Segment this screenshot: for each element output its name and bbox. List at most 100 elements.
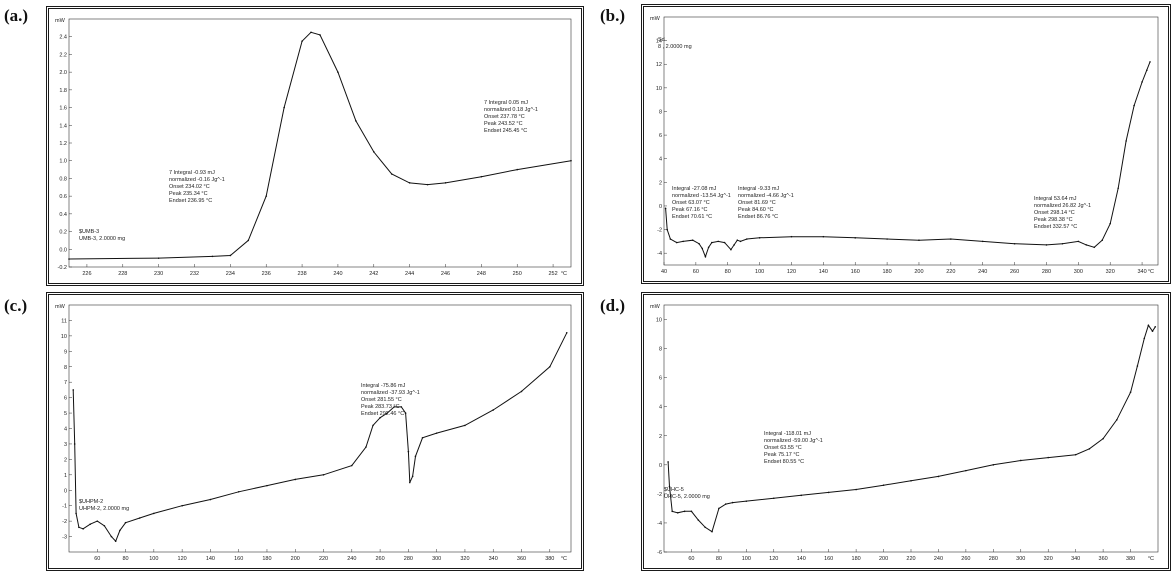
y-tick-label: 1	[64, 473, 67, 479]
annotation-line: 7 Integral 0.05 mJ	[484, 100, 528, 106]
y-tick-label: 2.2	[59, 52, 67, 58]
panel-d: mW -6 -4 -2 0 2 4 6 8 10 60 80 100 120 140 160 180 200 220…	[641, 292, 1171, 571]
data-point	[918, 239, 920, 241]
data-point	[965, 469, 967, 472]
x-unit-label: °C	[1148, 269, 1154, 275]
y-tick-label: 11	[61, 318, 67, 324]
data-point	[855, 488, 857, 491]
data-point	[724, 503, 727, 505]
annotation-line: Onset 234.02 °C	[169, 184, 210, 190]
data-point	[124, 521, 127, 524]
x-tick-label: 320	[1044, 556, 1053, 562]
data-point	[745, 500, 748, 502]
x-tick-label: 242	[369, 271, 378, 277]
x-tick-label: 140	[797, 556, 806, 562]
data-point	[676, 511, 679, 514]
y-tick-label: 8	[659, 347, 662, 353]
annotation-line: Onset 63.07 °C	[672, 200, 710, 206]
y-tick-label: 1.4	[59, 123, 67, 129]
annotation-line: normalized -0.16 Jg^-1	[169, 177, 225, 183]
data-point	[882, 484, 885, 486]
annotation-line: Endset 292.46 °C	[361, 411, 404, 417]
annotation-line: Integral 53.64 mJ	[1034, 196, 1077, 202]
y-tick-label: 12	[656, 62, 662, 68]
x-tick-label: 120	[178, 556, 187, 562]
annotation-block: 7 Integral -0.93 mJ normalized -0.16 Jg^…	[169, 170, 225, 204]
x-unit-label: °C	[1148, 556, 1154, 562]
panel-label-c: (c.)	[4, 296, 28, 315]
x-tick-label: 200	[914, 269, 923, 275]
data-point	[386, 412, 388, 414]
annotation-block: Integral -9.33 mJ normalized -4.66 Jg^-1…	[738, 186, 794, 220]
x-tick-label: 260	[961, 556, 970, 562]
sample-label-line: UMB-3, 2.0000 mg	[79, 236, 125, 242]
x-tick-label: 240	[934, 556, 943, 562]
data-point	[209, 498, 212, 501]
x-tick-label: 200	[291, 556, 300, 562]
data-point	[1133, 104, 1135, 107]
data-point	[421, 436, 424, 439]
data-point	[565, 331, 568, 334]
x-tick-label: 240	[333, 271, 342, 277]
x-tick-label: 40	[661, 269, 667, 275]
data-point	[319, 34, 321, 36]
data-point	[701, 247, 704, 250]
y-tick-label: 4	[659, 157, 662, 163]
x-tick-label: 248	[477, 271, 486, 277]
sample-label-line: $UMB-3	[79, 229, 99, 235]
y-tick-label: 9	[64, 349, 67, 355]
y-tick-label: 10	[61, 334, 67, 340]
x-tick-label: 300	[1074, 269, 1083, 275]
y-tick-label: 2	[659, 434, 662, 440]
y-tick-label: 1.6	[59, 106, 67, 112]
annotation-line: Integral -9.33 mJ	[738, 186, 780, 192]
y-tick-label: 2	[64, 457, 67, 463]
series-line	[667, 324, 1156, 533]
x-unit-label: °C	[561, 271, 567, 277]
x-tick-label: 160	[851, 269, 860, 275]
data-point	[854, 237, 857, 239]
data-point	[379, 416, 381, 419]
data-point	[181, 504, 183, 507]
annotation-line: Onset 281.55 °C	[361, 397, 402, 403]
data-point	[772, 497, 775, 500]
annotation-line: Integral -118.01 mJ	[764, 431, 811, 437]
x-tick-label: 80	[725, 269, 731, 275]
data-point	[717, 240, 719, 243]
x-tick-label: 228	[118, 271, 127, 277]
data-point	[736, 239, 739, 241]
y-tick-label: -4	[657, 521, 662, 527]
data-point	[75, 512, 77, 515]
data-point	[426, 183, 429, 186]
data-point	[683, 510, 686, 513]
annotation-line: Endset 332.57 °C	[1034, 224, 1077, 230]
annotation-line: Peak 84.60 °C	[738, 207, 774, 213]
data-point	[697, 519, 700, 521]
data-point	[822, 235, 825, 238]
annotation-line: Endset 245.45 °C	[484, 128, 527, 134]
y-tick-label: 0.0	[59, 247, 67, 253]
y-tick-label: 2.4	[59, 35, 67, 41]
data-point	[355, 120, 357, 122]
y-tick-label: 0.8	[59, 176, 67, 182]
x-tick-label: 160	[824, 556, 833, 562]
data-point	[1147, 324, 1150, 327]
y-tick-label: 2.0	[59, 70, 67, 76]
y-tick-label: 7	[64, 380, 67, 386]
annotation-block: Integral 53.64 mJ normalized 26.82 Jg^-1…	[1034, 196, 1091, 230]
panel-c: mW -3 -2 -1 0 1 2 3 4 5 6 7 8 9 10 11 60 80 100 120 140 160 18…	[46, 292, 584, 571]
y-tick-label: 10	[656, 318, 662, 324]
x-tick-label: 220	[946, 269, 955, 275]
y-tick-label: -2	[657, 228, 662, 234]
y-tick-label: 5	[64, 411, 67, 417]
data-point	[790, 235, 793, 238]
x-tick-label: 120	[787, 269, 796, 275]
panel-b: mW -4 -2 0 2 4 6 8 10 12 14 40 60 80 100 120 140 160 180 20…	[641, 4, 1171, 284]
y-tick-label: 1.8	[59, 88, 67, 94]
chart-c: mW -3 -2 -1 0 1 2 3 4 5 6 7 8 9 10 11 60 80 100 120 140 160 18…	[55, 304, 572, 562]
x-unit-label: °C	[561, 556, 567, 562]
annotation-line: normalized -13.54 Jg^-1	[672, 193, 731, 199]
data-point	[992, 464, 995, 466]
annotation-line: 7 Integral -0.93 mJ	[169, 170, 215, 176]
x-tick-label: 240	[978, 269, 987, 275]
